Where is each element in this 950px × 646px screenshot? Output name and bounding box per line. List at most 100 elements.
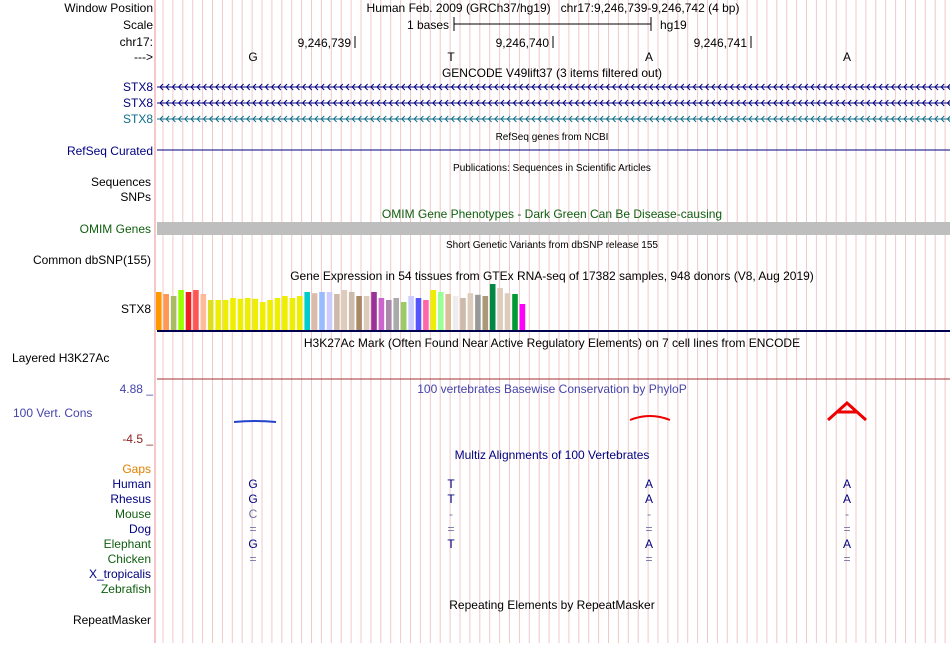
gtex-bar[interactable]: [400, 302, 407, 330]
gtex-bar[interactable]: [259, 302, 266, 330]
refseq-track-title[interactable]: RefSeq genes from NCBI: [496, 132, 609, 143]
gtex-bar[interactable]: [156, 292, 162, 330]
phylop-signal-3[interactable]: [826, 400, 868, 422]
gtex-bar[interactable]: [163, 294, 169, 330]
gtex-bar[interactable]: [215, 300, 221, 330]
gtex-bar[interactable]: [415, 298, 422, 330]
gtex-bar[interactable]: [252, 298, 259, 330]
gtex-bar[interactable]: [289, 298, 296, 330]
gtex-bars[interactable]: [156, 284, 526, 330]
gtex-bar[interactable]: [386, 300, 392, 330]
multiz-base: A: [645, 477, 653, 491]
gtex-bar[interactable]: [460, 298, 466, 330]
chrom-label: chr17:: [120, 35, 153, 49]
gencode-label-3[interactable]: STX8: [123, 112, 153, 126]
multiz-species-label[interactable]: X_tropicalis: [89, 567, 151, 581]
gtex-bar[interactable]: [178, 290, 184, 330]
ruler-tick-3: 9,246,741: [694, 36, 748, 50]
multiz-species-label[interactable]: Rhesus: [110, 492, 151, 506]
gtex-bar[interactable]: [319, 292, 325, 330]
omim-label[interactable]: OMIM Genes: [80, 222, 151, 236]
gencode-strand-chevrons: [159, 99, 950, 107]
gtex-bar[interactable]: [282, 296, 288, 330]
assembly-label: hg19: [660, 18, 687, 32]
gencode-track-title[interactable]: GENCODE V49lift37 (3 items filtered out): [442, 66, 662, 80]
gtex-bar[interactable]: [482, 296, 489, 330]
gtex-bar[interactable]: [304, 292, 310, 330]
publications-label-snps[interactable]: SNPs: [120, 190, 151, 204]
multiz-base: A: [645, 492, 653, 506]
gtex-bar[interactable]: [393, 298, 399, 330]
phylop-signal-2[interactable]: [629, 415, 671, 421]
multiz-track-title[interactable]: Multiz Alignments of 100 Vertebrates: [455, 448, 650, 462]
multiz-species-label[interactable]: Mouse: [115, 507, 151, 521]
gtex-bar[interactable]: [512, 294, 518, 330]
gtex-track-title[interactable]: Gene Expression in 54 tissues from GTEx …: [290, 269, 814, 283]
gtex-bar[interactable]: [475, 294, 481, 330]
gtex-bar[interactable]: [297, 296, 303, 330]
gtex-bar[interactable]: [519, 304, 526, 330]
gtex-bar[interactable]: [423, 300, 429, 330]
repeatmasker-label[interactable]: RepeatMasker: [73, 613, 151, 627]
gtex-bar[interactable]: [207, 300, 214, 330]
dbsnp-label[interactable]: Common dbSNP(155): [33, 253, 151, 267]
omim-track-title[interactable]: OMIM Gene Phenotypes - Dark Green Can Be…: [382, 207, 722, 221]
phylop-signal-1[interactable]: [233, 420, 277, 423]
publications-track-title[interactable]: Publications: Sequences in Scientific Ar…: [453, 163, 651, 174]
gtex-bar[interactable]: [378, 298, 385, 330]
gtex-bar[interactable]: [341, 290, 348, 330]
gtex-bar[interactable]: [348, 292, 355, 330]
gtex-bar[interactable]: [430, 290, 437, 330]
gencode-label-1[interactable]: STX8: [123, 80, 153, 94]
gtex-bar[interactable]: [237, 298, 244, 330]
gtex-bar[interactable]: [438, 292, 444, 330]
gtex-bar[interactable]: [497, 288, 503, 330]
gtex-bar[interactable]: [489, 284, 496, 330]
gtex-bar[interactable]: [445, 294, 451, 330]
window-position-title[interactable]: Human Feb. 2009 (GRCh37/hg19) chr17:9,24…: [367, 1, 740, 15]
multiz-base: =: [249, 552, 256, 566]
gencode-transcripts[interactable]: [157, 83, 950, 123]
multiz-base: T: [447, 477, 455, 491]
gtex-bar[interactable]: [363, 296, 370, 330]
base-2: T: [447, 50, 455, 64]
gtex-label[interactable]: STX8: [121, 302, 151, 316]
gtex-bar[interactable]: [230, 298, 236, 330]
repeatmasker-track-title[interactable]: Repeating Elements by RepeatMasker: [449, 598, 654, 612]
gtex-bar[interactable]: [408, 296, 414, 330]
multiz-species-label[interactable]: Human: [112, 477, 151, 491]
gtex-bar[interactable]: [326, 292, 333, 330]
publications-label-sequences[interactable]: Sequences: [91, 175, 151, 189]
gtex-bar[interactable]: [170, 296, 177, 330]
h3k27ac-track-title[interactable]: H3K27Ac Mark (Often Found Near Active Re…: [304, 336, 800, 350]
refseq-label[interactable]: RefSeq Curated: [67, 144, 153, 158]
phylop-label[interactable]: 100 Vert. Cons: [13, 406, 92, 420]
multiz-gaps-label[interactable]: Gaps: [122, 462, 151, 476]
gtex-bar[interactable]: [193, 290, 199, 330]
gtex-bar[interactable]: [185, 292, 192, 330]
h3k27ac-label[interactable]: Layered H3K27Ac: [12, 351, 109, 365]
gtex-bar[interactable]: [245, 298, 251, 330]
gtex-bar[interactable]: [334, 294, 340, 330]
omim-phenotype-bar[interactable]: [157, 222, 950, 235]
multiz-species-label[interactable]: Zebrafish: [101, 582, 151, 596]
gtex-bar[interactable]: [504, 293, 511, 330]
multiz-species-label[interactable]: Chicken: [108, 552, 151, 566]
gtex-bar[interactable]: [200, 294, 207, 330]
gencode-label-2[interactable]: STX8: [123, 96, 153, 110]
gtex-bar[interactable]: [452, 296, 459, 330]
multiz-species-label[interactable]: Dog: [129, 522, 151, 536]
gtex-bar[interactable]: [222, 300, 229, 330]
multiz-species-label[interactable]: Elephant: [104, 537, 152, 551]
gtex-bar[interactable]: [371, 292, 377, 330]
gtex-bar[interactable]: [311, 293, 318, 330]
dbsnp-track-title[interactable]: Short Genetic Variants from dbSNP releas…: [446, 240, 658, 251]
phylop-track-title[interactable]: 100 vertebrates Basewise Conservation by…: [417, 382, 686, 396]
multiz-base: T: [447, 492, 455, 506]
ruler-tick-1: 9,246,739: [298, 36, 352, 50]
gtex-bar[interactable]: [356, 296, 362, 330]
gtex-bar[interactable]: [267, 300, 273, 330]
gtex-bar[interactable]: [274, 298, 281, 330]
gtex-bar[interactable]: [467, 293, 474, 330]
